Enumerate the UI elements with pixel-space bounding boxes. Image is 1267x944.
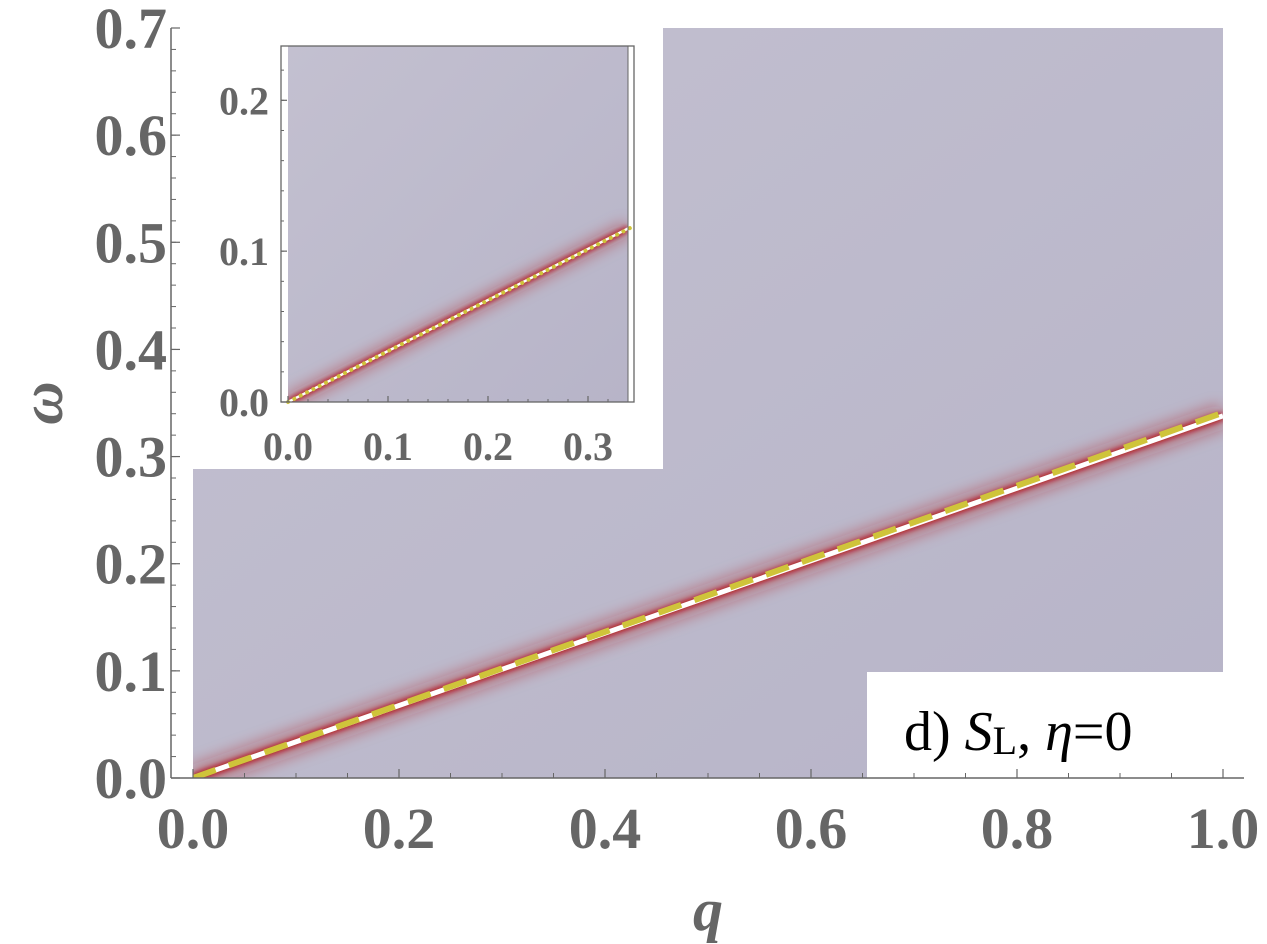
quantity-subscript: L bbox=[993, 718, 1017, 763]
main-series-layer bbox=[193, 409, 1223, 778]
x-tick-label: 0.0 bbox=[263, 424, 313, 469]
series-fit-line bbox=[286, 223, 637, 404]
inset-heatmap bbox=[288, 46, 634, 402]
panel-letter: d) bbox=[904, 701, 951, 763]
x-tick-label: 0.4 bbox=[569, 796, 642, 861]
x-tick-label: 0.8 bbox=[981, 796, 1054, 861]
quantity-symbol: S bbox=[965, 701, 993, 763]
inset-heatmap-background bbox=[288, 46, 634, 402]
x-tick-label: 0.0 bbox=[157, 796, 230, 861]
series-fit-line bbox=[193, 409, 1223, 778]
x-tick-label: 1.0 bbox=[1187, 796, 1260, 861]
panel-label: d) SL, η=0 bbox=[904, 701, 1132, 763]
param-symbol: η bbox=[1045, 701, 1073, 763]
y-tick-label: 0.0 bbox=[219, 380, 269, 425]
inset-right-margin bbox=[628, 46, 634, 402]
x-tick-label: 0.2 bbox=[463, 424, 513, 469]
y-tick-label: 0.1 bbox=[95, 639, 168, 704]
y-tick-label: 0.4 bbox=[95, 317, 168, 382]
label-comma: , bbox=[1017, 701, 1031, 763]
inset-series-layer bbox=[286, 223, 637, 404]
y-tick-label: 0.3 bbox=[95, 425, 168, 490]
x-tick-label: 0.1 bbox=[363, 424, 413, 469]
y-tick-label: 0.7 bbox=[95, 0, 168, 61]
param-value: =0 bbox=[1073, 701, 1133, 763]
inset-frame bbox=[280, 45, 635, 403]
inset-axes: 0.0 0.1 0.2 0.3 0.0 0.1 0.2 bbox=[219, 45, 635, 469]
x-tick-label: 0.6 bbox=[775, 796, 848, 861]
x-tick-label: 0.2 bbox=[363, 796, 436, 861]
main-axes: 0.0 0.2 0.4 0.6 0.8 1.0 0.0 0.1 0.2 0.3 0.4 0.5 0.6 0… bbox=[95, 0, 1260, 861]
inset-plot: 0.0 0.1 0.2 0.3 0.0 0.1 0.2 bbox=[219, 45, 637, 469]
y-tick-label: 0.5 bbox=[95, 210, 168, 275]
y-tick-label: 0.6 bbox=[95, 103, 168, 168]
y-tick-label: 0.0 bbox=[95, 746, 168, 811]
y-axis-title: ω bbox=[9, 381, 75, 424]
x-axis-title: q bbox=[693, 877, 723, 943]
y-tick-label: 0.2 bbox=[219, 78, 269, 123]
y-tick-label: 0.2 bbox=[95, 532, 168, 597]
panel-label-text: d) SL, η=0 bbox=[904, 701, 1132, 763]
x-tick-label: 0.3 bbox=[563, 424, 613, 469]
y-tick-label: 0.1 bbox=[219, 229, 269, 274]
